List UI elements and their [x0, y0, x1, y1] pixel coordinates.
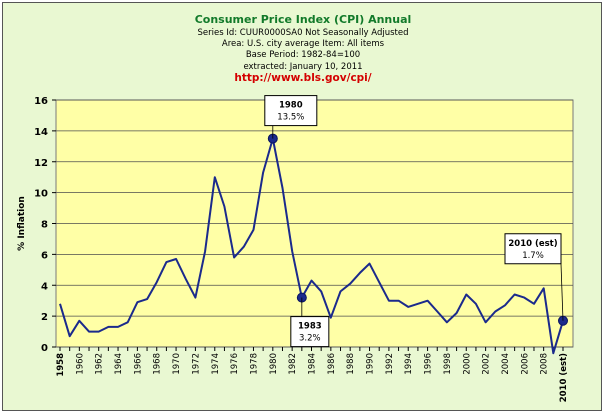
source-url-link[interactable]: http://www.bls.gov/cpi/	[234, 72, 372, 84]
y-tick-label: 6	[41, 250, 48, 261]
x-tick-label: 2002	[482, 353, 492, 375]
y-axis-label: % Inflation	[17, 196, 27, 251]
y-tick-label: 2	[41, 312, 48, 323]
x-tick-label: 1992	[385, 353, 395, 375]
x-tick-label: 1972	[191, 353, 201, 375]
x-tick-label: 1968	[153, 353, 163, 375]
annotation-year: 1980	[279, 101, 303, 111]
series-id-text: Series Id: CUUR0000SA0 Not Seasonally Ad…	[197, 28, 409, 38]
area-text: Area: U.S. city average Item: All items	[221, 39, 385, 49]
y-tick-label: 8	[41, 220, 48, 231]
x-tick-label: 1980	[269, 353, 279, 375]
annotation-box	[290, 316, 330, 348]
x-tick-label: 1964	[114, 353, 124, 375]
base-period-text: Base Period: 1982-84=100	[245, 50, 361, 60]
x-tick-label: 1986	[327, 353, 337, 375]
x-tick-label: 2000	[462, 353, 472, 375]
annotation-box	[504, 233, 562, 265]
x-tick-label: 1984	[308, 353, 318, 375]
y-tick-label: 12	[34, 158, 48, 169]
chart-title: Consumer Price Index (CPI) Annual	[194, 13, 412, 26]
y-tick-label: 10	[34, 189, 48, 200]
y-tick-label: 4	[41, 281, 48, 292]
x-tick-label: 1990	[366, 353, 376, 375]
x-tick-label: 2008	[540, 353, 550, 375]
x-tick-label: 1958	[56, 353, 66, 377]
annotation-value: 3.2%	[299, 334, 321, 344]
x-tick-label: 2004	[501, 353, 511, 375]
x-tick-label: 1970	[172, 353, 182, 375]
x-tick-label: 2010 (est)	[559, 353, 569, 402]
y-tick-label: 0	[41, 343, 48, 354]
annotation-box	[264, 95, 318, 127]
annotation-value: 13.5%	[277, 113, 304, 123]
y-tick-label: 14	[34, 127, 48, 138]
x-tick-label: 1960	[75, 353, 85, 375]
x-tick-label: 1976	[230, 353, 240, 375]
y-tick-label: 16	[34, 96, 48, 107]
x-tick-label: 1978	[249, 353, 259, 375]
x-tick-label: 1974	[211, 353, 221, 375]
x-tick-label: 1988	[346, 353, 356, 375]
x-tick-label: 1994	[404, 353, 414, 375]
x-tick-label: 1982	[288, 353, 298, 375]
x-tick-label: 1966	[133, 353, 143, 375]
x-tick-label: 2006	[520, 353, 530, 375]
x-tick-label: 1962	[95, 353, 105, 375]
annotation-leader	[560, 263, 564, 321]
x-tick-label: 1998	[443, 353, 453, 375]
x-tick-label: 1996	[424, 353, 434, 375]
extracted-date-text: extracted: January 10, 2011	[243, 62, 363, 72]
annotation-year: 1983	[298, 322, 322, 332]
annotation-year: 2010 (est)	[508, 239, 557, 249]
cpi-inflation-line	[59, 137, 564, 355]
annotation-value: 1.7%	[522, 251, 544, 261]
